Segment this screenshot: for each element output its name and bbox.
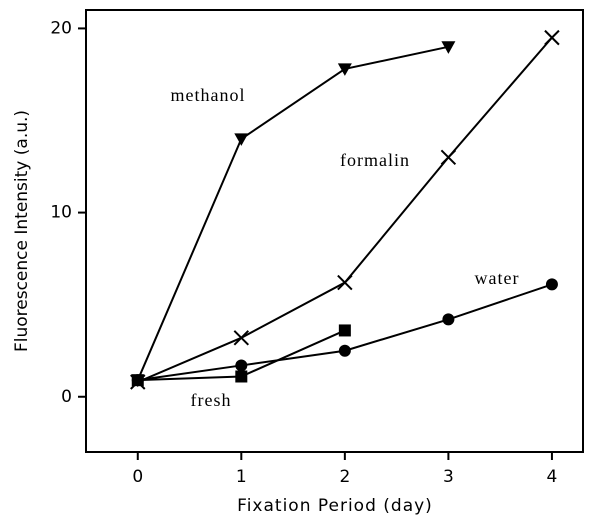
marker [337, 274, 353, 291]
marker [440, 149, 457, 166]
marker [234, 133, 249, 146]
marker [131, 374, 144, 387]
x-tick-label: 2 [339, 467, 350, 487]
series-line [136, 45, 449, 381]
x-tick-label: 4 [547, 467, 558, 487]
y-tick-label: 20 [50, 18, 72, 38]
y-axis-label: Fluorescence Intensity (a.u.) [12, 110, 32, 352]
x-tick-label: 0 [132, 467, 143, 487]
series-label: formalin [340, 150, 410, 170]
marker [338, 344, 351, 357]
marker [544, 29, 560, 46]
marker [338, 324, 351, 337]
x-axis-label: Fixation Period (day) [237, 496, 433, 516]
series-label: methanol [171, 85, 246, 105]
marker [235, 359, 248, 372]
series-label: fresh [191, 390, 232, 410]
marker [545, 278, 558, 291]
plot-frame [85, 9, 584, 453]
x-tick-label: 3 [443, 467, 454, 487]
marker [233, 330, 250, 346]
y-tick-label: 0 [61, 387, 72, 407]
series-label: water [475, 268, 520, 288]
marker [442, 313, 455, 326]
marker [337, 63, 352, 76]
y-tick-label: 10 [50, 203, 72, 223]
marker [235, 370, 248, 383]
x-tick-label: 1 [236, 467, 247, 487]
marker [441, 41, 456, 54]
